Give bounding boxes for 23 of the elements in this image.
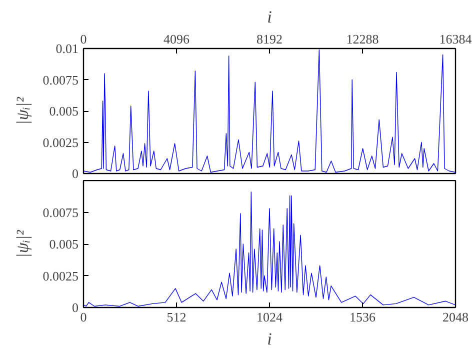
y-tick-label: 0.005 — [49, 236, 78, 252]
y-tick-label: 0.005 — [49, 104, 78, 118]
x-axis-title: i — [267, 8, 272, 26]
y-axis-title: |ψᵢ|² — [12, 229, 32, 258]
x-axis-title: i — [267, 330, 272, 348]
y-tick-label: 0 — [72, 300, 78, 315]
y-tick-label: 0.0075 — [42, 204, 78, 220]
y-tick-label: 0 — [72, 166, 78, 181]
line-series — [84, 49, 456, 173]
x-tick-label: 4096 — [164, 32, 190, 46]
y-axis-title: |ψᵢ|² — [12, 96, 32, 125]
x-tick-label: 1024 — [256, 310, 283, 324]
x-tick-label: 512 — [166, 310, 186, 324]
x-tick-label: 1536 — [350, 310, 376, 324]
x-tick-label: 16384 — [439, 32, 472, 46]
y-tick-label: 0.0075 — [42, 72, 78, 88]
line-series — [84, 192, 456, 307]
y-tick-label: 0.01 — [56, 41, 78, 56]
x-tick-label: 8192 — [256, 32, 282, 46]
y-tick-label: 0.0025 — [42, 134, 78, 150]
x-tick-label: 12288 — [346, 32, 379, 46]
y-tick-label: 0.0025 — [42, 268, 78, 284]
x-tick-label: 2048 — [442, 310, 468, 324]
